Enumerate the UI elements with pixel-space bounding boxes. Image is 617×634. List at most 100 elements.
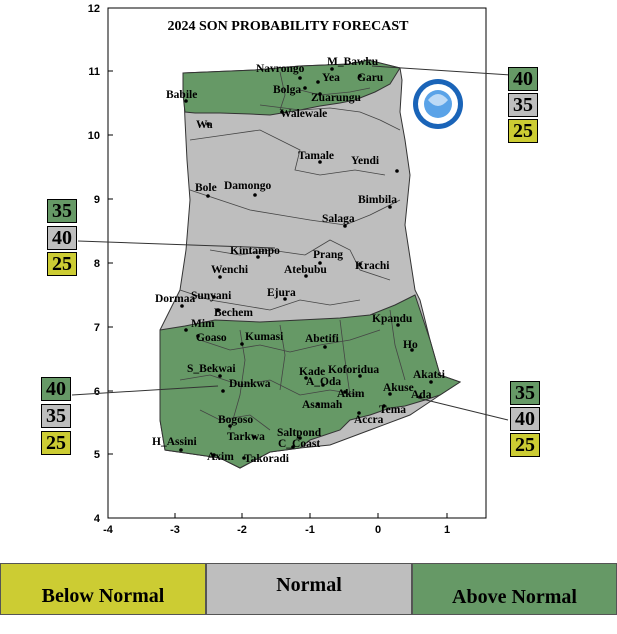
south-above-normal-region xyxy=(159,294,462,469)
city-marker xyxy=(298,76,302,80)
city-label: Mim xyxy=(191,318,215,330)
city-marker xyxy=(212,453,216,457)
city-marker xyxy=(429,380,433,384)
y-tick-label: 10 xyxy=(88,130,100,142)
zone-se-normal-value: 40 xyxy=(510,407,540,431)
y-tick-label: 12 xyxy=(88,3,100,15)
city-marker xyxy=(343,224,347,228)
city-marker xyxy=(242,456,246,460)
city-marker xyxy=(216,308,220,312)
city-label: Wenchi xyxy=(211,264,249,276)
city-marker xyxy=(252,435,256,439)
city-marker xyxy=(358,74,362,78)
city-label: Bechem xyxy=(214,307,253,319)
city-marker xyxy=(358,262,362,266)
x-tick-label: -3 xyxy=(170,524,180,536)
city-label: Walewale xyxy=(280,108,327,120)
meteorological-agency-logo xyxy=(413,79,463,129)
y-tick-label: 7 xyxy=(94,322,100,334)
city-marker xyxy=(388,205,392,209)
city-label: Takoradi xyxy=(244,453,290,465)
city-marker xyxy=(410,348,414,352)
city-label: Prang xyxy=(313,249,343,261)
city-label: Asamah xyxy=(302,399,343,411)
callout-lines xyxy=(71,65,511,421)
city-marker xyxy=(256,255,260,259)
zone-ne-below-value: 25 xyxy=(508,119,538,143)
city-label: Dormaa xyxy=(155,293,195,305)
city-marker xyxy=(357,411,361,415)
city-marker xyxy=(184,328,188,332)
city-label: Bimbila xyxy=(358,194,397,206)
city-label: Ada xyxy=(411,389,432,401)
city-marker xyxy=(343,390,347,394)
city-marker xyxy=(316,402,320,406)
city-label: Tarkwa xyxy=(227,431,265,443)
zone-mw-below-value: 25 xyxy=(47,252,77,276)
city-label: Yea xyxy=(322,72,340,84)
city-label: Kade xyxy=(299,366,325,378)
y-tick-label: 5 xyxy=(94,449,100,461)
y-tick-label: 4 xyxy=(94,513,101,525)
legend-normal: Normal xyxy=(206,563,412,615)
city-marker xyxy=(253,193,257,197)
city-marker xyxy=(330,67,334,71)
zone-ne-above-value: 40 xyxy=(508,67,538,91)
cities: Navrongo M_Bawku Yea Garu Bolga Zuarungu Babil… xyxy=(152,56,446,465)
city-marker xyxy=(316,80,320,84)
city-label: Accra xyxy=(354,414,384,426)
city-label: Saltpond xyxy=(277,427,322,439)
city-label: C_Coast xyxy=(278,438,320,450)
city-marker xyxy=(206,122,210,126)
city-label: Garu xyxy=(357,72,384,84)
city-label: Zuarungu xyxy=(311,92,361,104)
city-label: Ho xyxy=(403,339,418,351)
zone-se-below-value: 25 xyxy=(510,433,540,457)
city-label: Wa xyxy=(196,119,213,131)
city-marker xyxy=(180,304,184,308)
x-tick-label: 0 xyxy=(375,524,381,536)
city-marker xyxy=(218,275,222,279)
city-marker xyxy=(240,342,244,346)
city-marker xyxy=(304,274,308,278)
city-marker xyxy=(388,392,392,396)
y-tick-label: 6 xyxy=(94,386,100,398)
city-marker xyxy=(291,445,295,449)
x-tick-label: -1 xyxy=(305,524,315,536)
x-tick-label: 1 xyxy=(444,524,450,536)
city-label: Akuse xyxy=(383,382,414,394)
city-marker xyxy=(280,110,284,114)
city-marker xyxy=(206,194,210,198)
city-marker xyxy=(298,436,302,440)
city-marker xyxy=(358,374,362,378)
city-label: Bolga xyxy=(273,84,301,96)
zone-ne-normal-value: 35 xyxy=(508,93,538,117)
city-marker xyxy=(218,374,222,378)
zone-mw-normal-value: 40 xyxy=(47,226,77,250)
city-label: Bole xyxy=(195,182,217,194)
city-marker xyxy=(396,323,400,327)
city-marker xyxy=(221,389,225,393)
city-marker xyxy=(196,334,200,338)
city-marker xyxy=(184,99,188,103)
region-borders xyxy=(179,71,406,431)
city-marker xyxy=(318,92,322,96)
city-label: Axim xyxy=(207,451,234,463)
y-tick-label: 8 xyxy=(94,258,100,270)
x-tick-label: -2 xyxy=(237,524,247,536)
city-label: S_Bekwai xyxy=(187,363,236,375)
city-marker xyxy=(212,295,216,299)
legend-above-normal: Above Normal xyxy=(412,563,617,615)
city-label: Akatsi xyxy=(413,369,446,381)
city-marker xyxy=(304,376,308,380)
city-label: Salaga xyxy=(322,213,355,225)
city-marker xyxy=(303,86,307,90)
city-label: Navrongo xyxy=(256,63,305,75)
city-label: Goaso xyxy=(196,332,227,344)
city-marker xyxy=(318,261,322,265)
north-above-normal-region xyxy=(182,59,401,116)
city-label: Krachi xyxy=(355,260,390,272)
city-label: Akim xyxy=(337,388,365,400)
city-marker xyxy=(321,383,325,387)
zone-mw-above-value: 35 xyxy=(47,199,77,223)
